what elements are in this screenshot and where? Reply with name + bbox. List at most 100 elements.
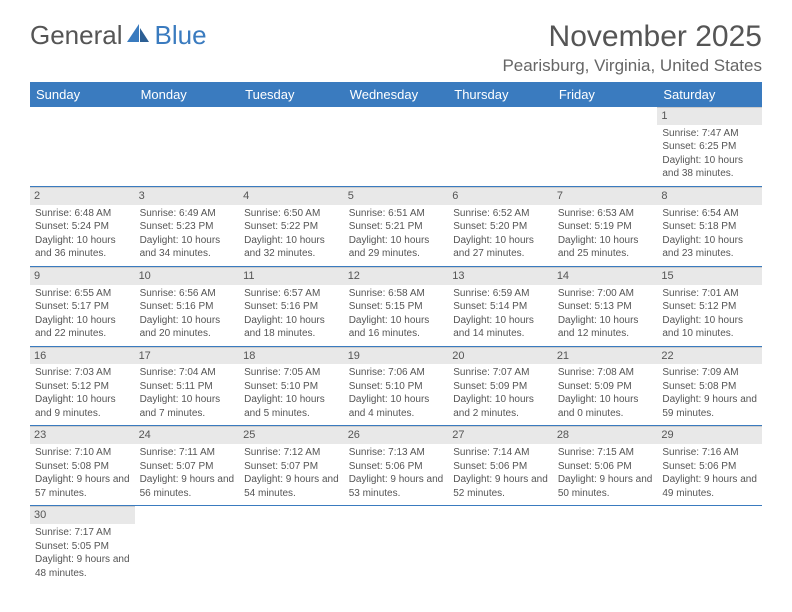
day-info: Sunrise: 7:47 AMSunset: 6:25 PMDaylight:… xyxy=(662,127,757,181)
sunset: Sunset: 5:22 PM xyxy=(244,220,339,234)
day-number: 18 xyxy=(239,347,344,365)
sunrise: Sunrise: 7:01 AM xyxy=(662,287,757,301)
day-info: Sunrise: 6:52 AMSunset: 5:20 PMDaylight:… xyxy=(453,207,548,261)
calendar-body: 1Sunrise: 7:47 AMSunset: 6:25 PMDaylight… xyxy=(30,107,762,585)
daylight: Daylight: 10 hours and 29 minutes. xyxy=(349,234,444,261)
day-number: 26 xyxy=(344,426,449,444)
calendar-empty xyxy=(239,107,344,186)
calendar-row: 16Sunrise: 7:03 AMSunset: 5:12 PMDayligh… xyxy=(30,346,762,426)
calendar-empty xyxy=(344,107,449,186)
calendar-day: 7Sunrise: 6:53 AMSunset: 5:19 PMDaylight… xyxy=(553,186,658,266)
day-info: Sunrise: 7:15 AMSunset: 5:06 PMDaylight:… xyxy=(558,446,653,500)
calendar-day: 6Sunrise: 6:52 AMSunset: 5:20 PMDaylight… xyxy=(448,186,553,266)
day-number: 30 xyxy=(30,506,135,524)
sunset: Sunset: 5:09 PM xyxy=(558,380,653,394)
calendar-day: 12Sunrise: 6:58 AMSunset: 5:15 PMDayligh… xyxy=(344,266,449,346)
calendar-day: 22Sunrise: 7:09 AMSunset: 5:08 PMDayligh… xyxy=(657,346,762,426)
calendar-empty xyxy=(553,506,658,585)
sunset: Sunset: 5:24 PM xyxy=(35,220,130,234)
day-info: Sunrise: 7:16 AMSunset: 5:06 PMDaylight:… xyxy=(662,446,757,500)
sunset: Sunset: 5:06 PM xyxy=(662,460,757,474)
calendar-empty xyxy=(30,107,135,186)
sunrise: Sunrise: 7:00 AM xyxy=(558,287,653,301)
day-info: Sunrise: 7:14 AMSunset: 5:06 PMDaylight:… xyxy=(453,446,548,500)
day-info: Sunrise: 6:49 AMSunset: 5:23 PMDaylight:… xyxy=(140,207,235,261)
header: General Blue November 2025 Pearisburg, V… xyxy=(30,20,762,76)
daylight: Daylight: 9 hours and 54 minutes. xyxy=(244,473,339,500)
calendar-empty xyxy=(448,107,553,186)
sunrise: Sunrise: 6:51 AM xyxy=(349,207,444,221)
day-info: Sunrise: 6:51 AMSunset: 5:21 PMDaylight:… xyxy=(349,207,444,261)
sunrise: Sunrise: 6:56 AM xyxy=(140,287,235,301)
calendar-day: 1Sunrise: 7:47 AMSunset: 6:25 PMDaylight… xyxy=(657,107,762,186)
day-number: 19 xyxy=(344,347,449,365)
daylight: Daylight: 9 hours and 53 minutes. xyxy=(349,473,444,500)
calendar-day: 24 Sunrise: 7:11 AMSunset: 5:07 PMDayligh… xyxy=(135,426,240,506)
daylight: Daylight: 10 hours and 32 minutes. xyxy=(244,234,339,261)
weekday-header: Monday xyxy=(135,82,240,107)
sunset: Sunset: 5:10 PM xyxy=(349,380,444,394)
calendar-day: 16Sunrise: 7:03 AMSunset: 5:12 PMDayligh… xyxy=(30,346,135,426)
calendar-day: 17Sunrise: 7:04 AMSunset: 5:11 PMDayligh… xyxy=(135,346,240,426)
daylight: Daylight: 10 hours and 34 minutes. xyxy=(140,234,235,261)
logo-text-1: General xyxy=(30,20,123,51)
calendar-day: 18Sunrise: 7:05 AMSunset: 5:10 PMDayligh… xyxy=(239,346,344,426)
calendar-day: 11Sunrise: 6:57 AMSunset: 5:16 PMDayligh… xyxy=(239,266,344,346)
daylight: Daylight: 10 hours and 9 minutes. xyxy=(35,393,130,420)
calendar-header: SundayMondayTuesdayWednesdayThursdayFrid… xyxy=(30,82,762,107)
sunrise: Sunrise: 6:53 AM xyxy=(558,207,653,221)
day-info: Sunrise: 7:11 AMSunset: 5:07 PMDaylight:… xyxy=(140,446,235,500)
calendar: SundayMondayTuesdayWednesdayThursdayFrid… xyxy=(30,82,762,585)
day-info: Sunrise: 7:10 AMSunset: 5:08 PMDaylight:… xyxy=(35,446,130,500)
sunset: Sunset: 5:14 PM xyxy=(453,300,548,314)
sunset: Sunset: 5:08 PM xyxy=(662,380,757,394)
calendar-empty xyxy=(553,107,658,186)
sunrise: Sunrise: 6:49 AM xyxy=(140,207,235,221)
sunrise: Sunrise: 7:09 AM xyxy=(662,366,757,380)
day-number: 23 xyxy=(30,426,135,444)
weekday-header: Tuesday xyxy=(239,82,344,107)
daylight: Daylight: 10 hours and 4 minutes. xyxy=(349,393,444,420)
calendar-day: 23 Sunrise: 7:10 AMSunset: 5:08 PMDayligh… xyxy=(30,426,135,506)
daylight: Daylight: 9 hours and 56 minutes. xyxy=(140,473,235,500)
day-info: Sunrise: 7:06 AMSunset: 5:10 PMDaylight:… xyxy=(349,366,444,420)
sunrise: Sunrise: 6:57 AM xyxy=(244,287,339,301)
daylight: Daylight: 9 hours and 50 minutes. xyxy=(558,473,653,500)
sunset: Sunset: 5:19 PM xyxy=(558,220,653,234)
day-info: Sunrise: 6:55 AMSunset: 5:17 PMDaylight:… xyxy=(35,287,130,341)
sunset: Sunset: 5:23 PM xyxy=(140,220,235,234)
calendar-day: 10Sunrise: 6:56 AMSunset: 5:16 PMDayligh… xyxy=(135,266,240,346)
title-block: November 2025 Pearisburg, Virginia, Unit… xyxy=(502,20,762,76)
weekday-header: Saturday xyxy=(657,82,762,107)
day-number: 24 xyxy=(135,426,240,444)
sunrise: Sunrise: 7:47 AM xyxy=(662,127,757,141)
sunrise: Sunrise: 6:59 AM xyxy=(453,287,548,301)
daylight: Daylight: 10 hours and 22 minutes. xyxy=(35,314,130,341)
calendar-row: 1Sunrise: 7:47 AMSunset: 6:25 PMDaylight… xyxy=(30,107,762,186)
sunrise: Sunrise: 6:52 AM xyxy=(453,207,548,221)
sunset: Sunset: 5:16 PM xyxy=(140,300,235,314)
sunset: Sunset: 5:13 PM xyxy=(558,300,653,314)
location: Pearisburg, Virginia, United States xyxy=(502,56,762,76)
calendar-day: 2Sunrise: 6:48 AMSunset: 5:24 PMDaylight… xyxy=(30,186,135,266)
sunset: Sunset: 5:12 PM xyxy=(35,380,130,394)
day-number: 29 xyxy=(657,426,762,444)
daylight: Daylight: 9 hours and 57 minutes. xyxy=(35,473,130,500)
sunset: Sunset: 5:06 PM xyxy=(349,460,444,474)
daylight: Daylight: 10 hours and 7 minutes. xyxy=(140,393,235,420)
day-info: Sunrise: 7:12 AMSunset: 5:07 PMDaylight:… xyxy=(244,446,339,500)
sunrise: Sunrise: 7:14 AM xyxy=(453,446,548,460)
sunrise: Sunrise: 7:03 AM xyxy=(35,366,130,380)
calendar-row: 23 Sunrise: 7:10 AMSunset: 5:08 PMDayligh… xyxy=(30,426,762,506)
day-info: Sunrise: 6:57 AMSunset: 5:16 PMDaylight:… xyxy=(244,287,339,341)
calendar-empty xyxy=(239,506,344,585)
daylight: Daylight: 10 hours and 20 minutes. xyxy=(140,314,235,341)
sunset: Sunset: 5:16 PM xyxy=(244,300,339,314)
sunset: Sunset: 5:08 PM xyxy=(35,460,130,474)
daylight: Daylight: 9 hours and 59 minutes. xyxy=(662,393,757,420)
day-number: 27 xyxy=(448,426,553,444)
daylight: Daylight: 10 hours and 5 minutes. xyxy=(244,393,339,420)
sunrise: Sunrise: 7:04 AM xyxy=(140,366,235,380)
daylight: Daylight: 10 hours and 27 minutes. xyxy=(453,234,548,261)
sunset: Sunset: 6:25 PM xyxy=(662,140,757,154)
